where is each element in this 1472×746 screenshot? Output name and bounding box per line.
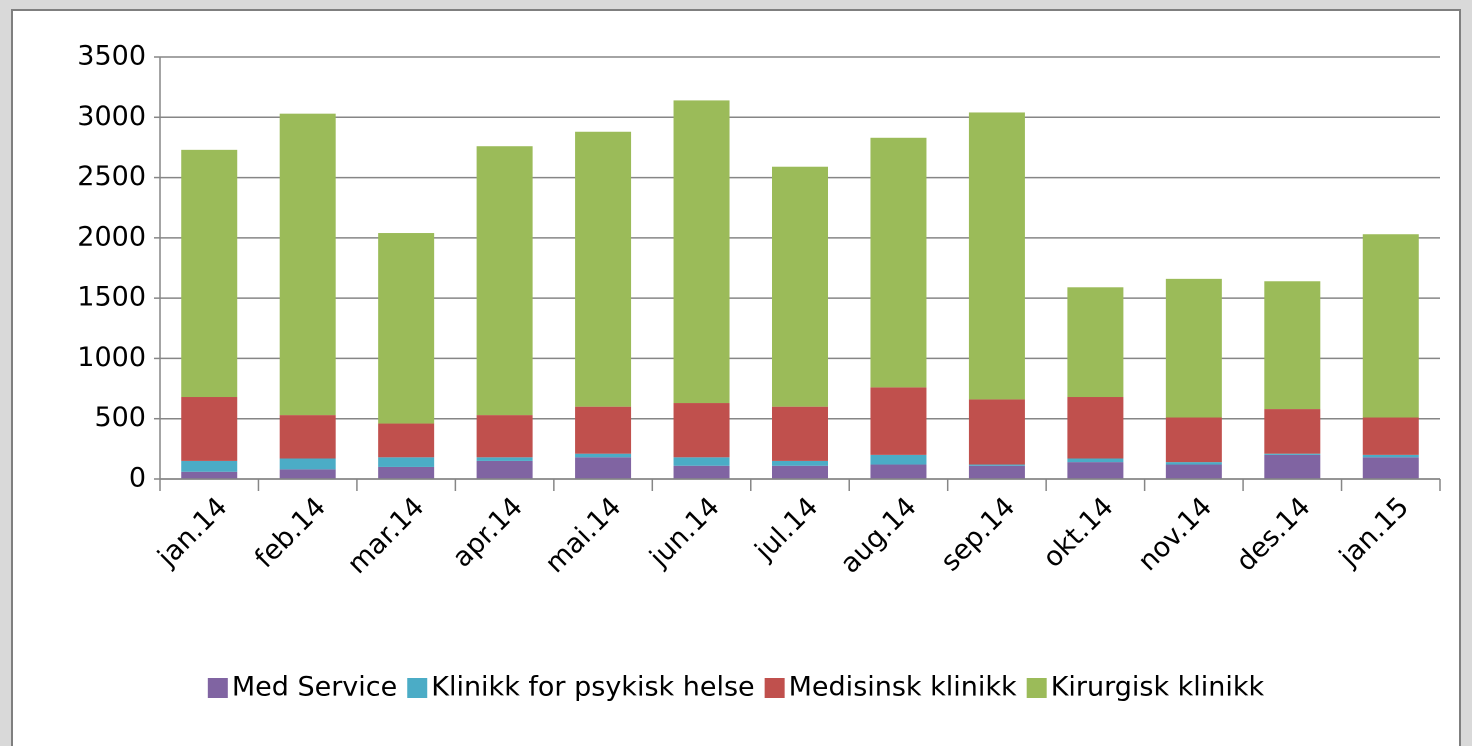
bar-segment	[476, 415, 533, 458]
bar-segment	[1362, 457, 1419, 479]
legend-label: Med Service	[232, 672, 397, 703]
y-tick-label: 1000	[77, 342, 146, 373]
y-tick-label: 1500	[77, 282, 146, 313]
bar-segment	[181, 471, 238, 479]
bar-segment	[870, 454, 927, 465]
bar-segment	[1067, 397, 1124, 459]
bar-segment	[575, 131, 632, 407]
bar-segment	[575, 406, 632, 454]
bar-segment	[575, 457, 632, 479]
bar-segment	[378, 423, 435, 458]
bar-segment	[968, 112, 1025, 400]
bar-segment	[1067, 287, 1124, 398]
bar-segment	[279, 469, 336, 479]
legend-swatch	[1026, 678, 1047, 698]
bar-segment	[1362, 417, 1419, 455]
bar-segment	[968, 464, 1025, 466]
bar-segment	[968, 399, 1025, 465]
bar-segment	[575, 453, 632, 458]
bar-segment	[1165, 417, 1222, 463]
bar-segment	[673, 100, 730, 404]
bar-segment	[476, 457, 533, 461]
bar-segment	[1362, 454, 1419, 458]
bar-segment	[968, 465, 1025, 479]
bar-segment	[378, 457, 435, 467]
bar-segment	[772, 460, 828, 466]
bar-segment	[1067, 458, 1124, 463]
bar-segment	[772, 406, 828, 461]
y-tick-label: 3500	[77, 41, 146, 72]
bar-segment	[181, 397, 238, 461]
legend-swatch	[407, 678, 428, 698]
bar-segment	[476, 460, 533, 479]
bar-segment	[1165, 464, 1222, 479]
bar-segment	[1362, 234, 1419, 418]
bar-segment	[1264, 281, 1321, 410]
bar-segment	[1067, 462, 1124, 479]
bar-segment	[673, 457, 730, 466]
bar-segment	[181, 149, 238, 398]
bar-segment	[1264, 409, 1321, 454]
y-tick-label: 0	[129, 463, 146, 494]
bar-segment	[870, 464, 927, 479]
legend-label: Klinikk for psykisk helse	[431, 672, 754, 703]
bar-segment	[772, 465, 828, 479]
bar-segment	[181, 460, 238, 472]
bar-segment	[279, 458, 336, 470]
legend-label: Kirurgisk klinikk	[1051, 672, 1265, 703]
bar-segment	[1264, 454, 1321, 479]
bar-segment	[870, 387, 927, 455]
bar-segment	[279, 113, 336, 416]
bar-segment	[772, 166, 828, 407]
bar-segment	[673, 465, 730, 479]
y-tick-label: 2500	[77, 161, 146, 192]
bar-segment	[378, 466, 435, 479]
bar-segment	[378, 233, 435, 424]
bar-segment	[1165, 278, 1222, 418]
legend: Med Service Klinikk for psykisk helse Medi…	[207, 672, 1265, 703]
bar-segment	[870, 137, 927, 388]
bar-segment	[476, 146, 533, 416]
y-tick-label: 500	[94, 402, 146, 433]
y-tick-label: 2000	[77, 221, 146, 252]
legend-swatch	[764, 678, 785, 698]
bar-segment	[1264, 453, 1321, 455]
legend-swatch	[207, 678, 228, 698]
y-tick-label: 3000	[77, 101, 146, 132]
bar-segment	[673, 403, 730, 458]
bar-segment	[1165, 462, 1222, 465]
bar-segment	[279, 415, 336, 459]
legend-label: Medisinsk klinikk	[789, 672, 1017, 703]
